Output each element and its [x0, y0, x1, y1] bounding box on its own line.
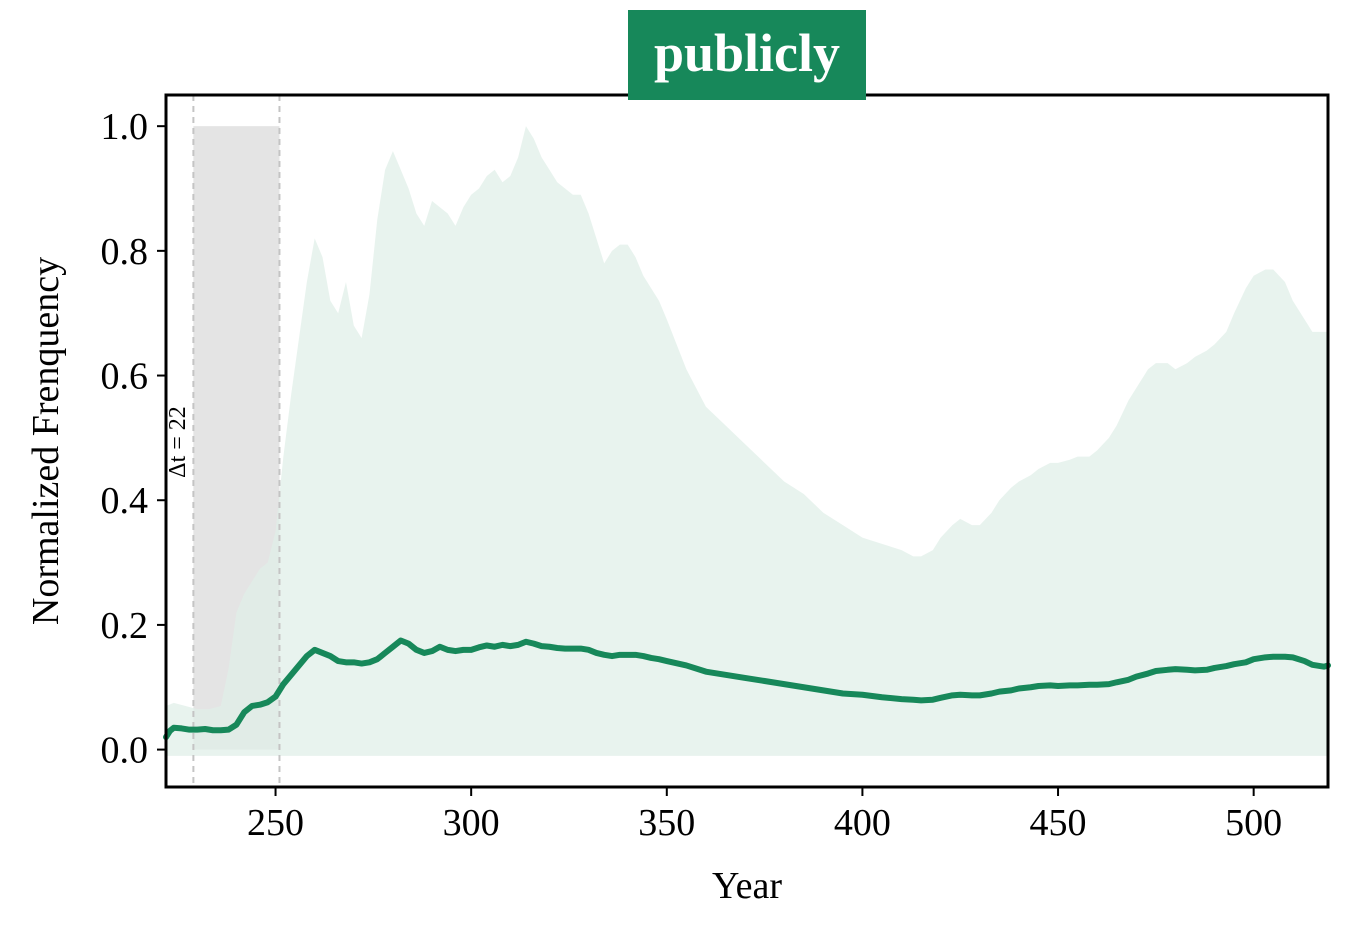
- y-tick-label: 0.0: [101, 730, 149, 772]
- delta-t-annotation: Δt = 22: [165, 406, 191, 478]
- x-tick-label: 400: [834, 802, 891, 844]
- chart-title: publicly: [654, 23, 840, 83]
- series-line-0: [163, 637, 1331, 741]
- y-tick-label: 0.2: [101, 605, 149, 647]
- title-badge: [628, 10, 866, 100]
- y-tick-label: 0.6: [101, 356, 149, 398]
- y-tick-label: 1.0: [101, 106, 149, 148]
- x-tick-label: 350: [638, 802, 695, 844]
- x-axis-label: Year: [712, 865, 782, 907]
- axis-ticks: 250 300 350 400 450 500 0.0 0.2 0.4 0.6 0.8 1.0: [101, 106, 1283, 844]
- y-tick-label: 0.8: [101, 231, 149, 273]
- frequency-band: [166, 126, 1328, 756]
- plot-area: [163, 95, 1331, 787]
- y-tick-label: 0.4: [101, 480, 149, 522]
- x-tick-label: 450: [1030, 802, 1087, 844]
- x-tick-label: 250: [247, 802, 304, 844]
- x-tick-label: 300: [443, 802, 500, 844]
- x-tick-label: 500: [1225, 802, 1282, 844]
- y-axis-label: Normalized Frenquency: [25, 257, 67, 625]
